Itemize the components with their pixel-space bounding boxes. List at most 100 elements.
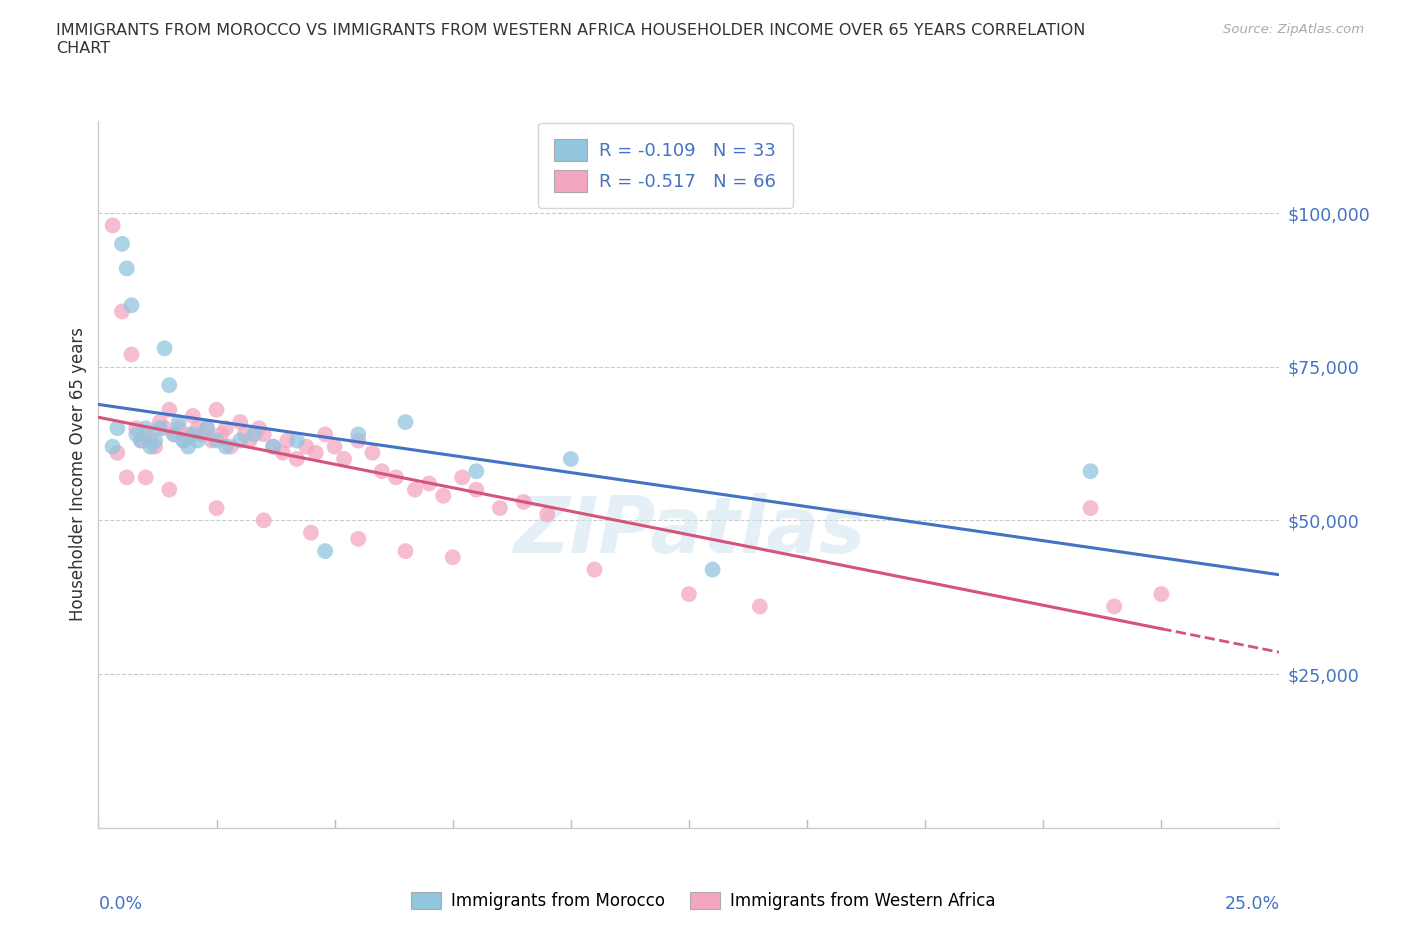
Point: [101, 439, 124, 454]
Point: [129, 433, 152, 448]
Point: [101, 218, 124, 232]
Point: [157, 378, 180, 392]
Point: [105, 420, 128, 435]
Point: [361, 445, 384, 460]
Text: 25.0%: 25.0%: [1225, 896, 1279, 913]
Point: [157, 403, 180, 418]
Point: [153, 341, 176, 356]
Point: [209, 427, 232, 442]
Point: [187, 433, 209, 448]
Point: [314, 544, 336, 559]
Legend: R = -0.109   N = 33, R = -0.517   N = 66: R = -0.109 N = 33, R = -0.517 N = 66: [538, 123, 793, 208]
Point: [195, 420, 218, 435]
Point: [295, 439, 318, 454]
Point: [177, 427, 200, 442]
Point: [347, 531, 370, 546]
Point: [239, 433, 262, 448]
Point: [394, 544, 416, 559]
Point: [748, 599, 770, 614]
Point: [115, 470, 138, 485]
Point: [167, 420, 190, 435]
Point: [167, 415, 190, 430]
Point: [111, 236, 134, 251]
Point: [276, 433, 298, 448]
Point: [253, 427, 276, 442]
Text: ZIPatlas: ZIPatlas: [513, 493, 865, 569]
Point: [172, 433, 194, 448]
Point: [139, 439, 162, 454]
Point: [135, 470, 157, 485]
Point: [229, 433, 252, 448]
Point: [385, 470, 408, 485]
Point: [253, 513, 276, 528]
Point: [583, 562, 606, 577]
Point: [432, 488, 454, 503]
Point: [441, 550, 464, 565]
Point: [219, 439, 242, 454]
Point: [404, 483, 426, 498]
Point: [333, 451, 356, 466]
Point: [271, 445, 294, 460]
Point: [536, 507, 558, 522]
Point: [121, 298, 143, 312]
Point: [163, 427, 186, 442]
Point: [205, 500, 228, 515]
Point: [125, 427, 148, 442]
Point: [135, 420, 157, 435]
Point: [229, 415, 252, 430]
Point: [181, 427, 204, 442]
Point: [201, 433, 224, 448]
Point: [215, 420, 238, 435]
Point: [285, 433, 308, 448]
Point: [205, 433, 228, 448]
Point: [560, 451, 582, 466]
Point: [105, 445, 128, 460]
Point: [125, 420, 148, 435]
Point: [262, 439, 284, 454]
Point: [172, 433, 194, 448]
Point: [233, 427, 256, 442]
Point: [1080, 500, 1102, 515]
Point: [465, 464, 488, 479]
Point: [143, 433, 166, 448]
Point: [1080, 464, 1102, 479]
Point: [191, 427, 214, 442]
Point: [215, 439, 238, 454]
Point: [347, 427, 370, 442]
Point: [129, 433, 152, 448]
Point: [243, 427, 266, 442]
Point: [678, 587, 700, 602]
Legend: Immigrants from Morocco, Immigrants from Western Africa: Immigrants from Morocco, Immigrants from…: [404, 885, 1002, 917]
Point: [115, 261, 138, 276]
Text: IMMIGRANTS FROM MOROCCO VS IMMIGRANTS FROM WESTERN AFRICA HOUSEHOLDER INCOME OVE: IMMIGRANTS FROM MOROCCO VS IMMIGRANTS FR…: [56, 23, 1085, 56]
Point: [512, 495, 534, 510]
Point: [153, 420, 176, 435]
Point: [451, 470, 474, 485]
Point: [181, 408, 204, 423]
Point: [465, 483, 488, 498]
Point: [247, 420, 270, 435]
Point: [111, 304, 134, 319]
Point: [285, 451, 308, 466]
Point: [314, 427, 336, 442]
Point: [371, 464, 394, 479]
Point: [394, 415, 416, 430]
Point: [299, 525, 322, 540]
Point: [187, 420, 209, 435]
Point: [135, 427, 157, 442]
Point: [177, 439, 200, 454]
Point: [157, 483, 180, 498]
Point: [195, 420, 218, 435]
Point: [205, 403, 228, 418]
Point: [139, 433, 162, 448]
Point: [121, 347, 143, 362]
Point: [149, 415, 172, 430]
Text: 0.0%: 0.0%: [98, 896, 142, 913]
Point: [702, 562, 724, 577]
Point: [163, 427, 186, 442]
Point: [149, 420, 172, 435]
Point: [1102, 599, 1125, 614]
Text: Source: ZipAtlas.com: Source: ZipAtlas.com: [1223, 23, 1364, 36]
Point: [323, 439, 346, 454]
Point: [262, 439, 284, 454]
